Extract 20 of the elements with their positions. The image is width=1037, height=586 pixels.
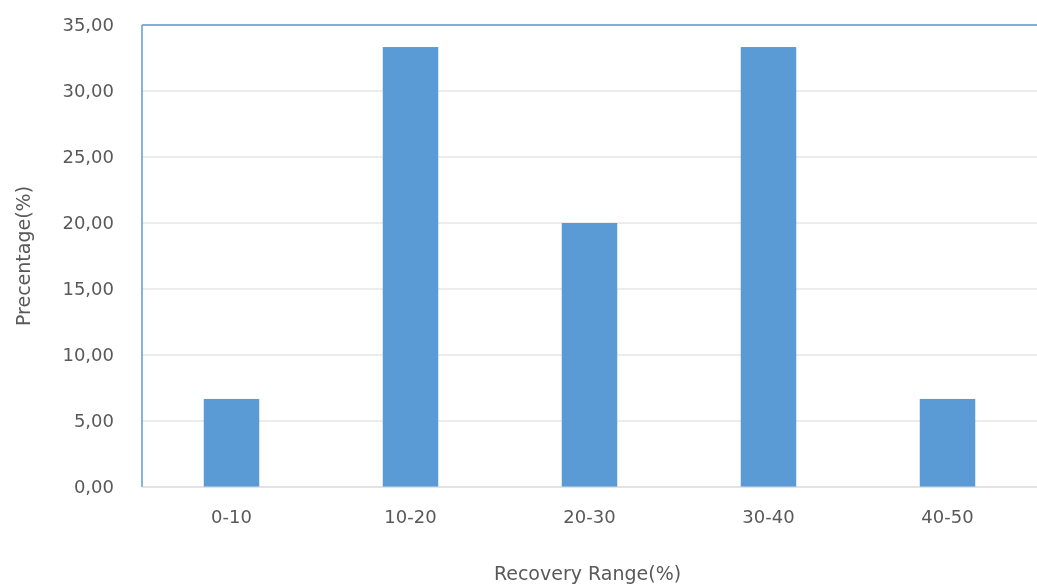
x-tick-label: 0-10 <box>211 506 252 527</box>
bar <box>561 223 618 487</box>
y-tick-label: 35,00 <box>62 14 114 36</box>
y-tick-label: 5,00 <box>73 410 114 432</box>
x-axis-title: Recovery Range(%) <box>493 562 682 584</box>
y-tick-label: 15,00 <box>62 278 114 300</box>
x-tick-label: 10-20 <box>384 506 437 527</box>
y-tick-label: 0,00 <box>73 476 114 498</box>
bar <box>382 47 439 487</box>
x-tick-label: 40-50 <box>921 506 974 527</box>
x-tick-label: 20-30 <box>563 506 616 527</box>
y-axis-title: Precentage(%) <box>12 185 34 327</box>
y-tick-label: 20,00 <box>62 212 114 234</box>
x-tick-label: 30-40 <box>742 506 795 527</box>
bar <box>740 47 797 487</box>
y-tick-label: 10,00 <box>62 344 114 366</box>
bar <box>203 398 260 487</box>
y-tick-label: 25,00 <box>62 146 114 168</box>
y-tick-label: 30,00 <box>62 80 114 102</box>
bar <box>919 398 976 487</box>
